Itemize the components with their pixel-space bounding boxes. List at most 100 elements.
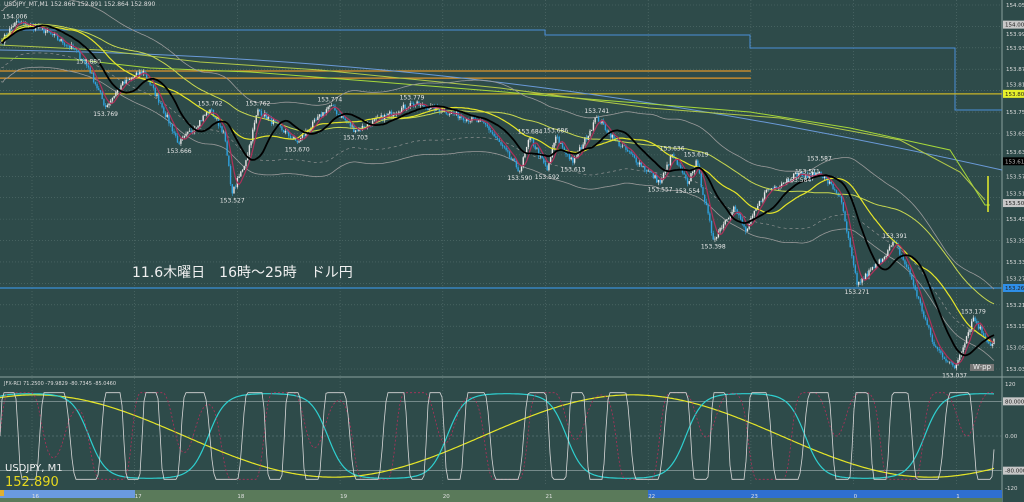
- candle-body: [149, 81, 151, 85]
- swing-price-label: 153.179: [961, 309, 986, 316]
- candle: [200, 120, 203, 122]
- candle: [700, 172, 702, 189]
- candle: [157, 92, 160, 106]
- candle-body: [281, 126, 283, 131]
- candle: [55, 33, 57, 37]
- candle: [156, 92, 158, 99]
- candle: [318, 114, 321, 119]
- price-marker-box: [1003, 283, 1024, 292]
- candle-body: [363, 125, 365, 128]
- candle-body: [457, 111, 459, 119]
- candle: [229, 164, 232, 187]
- candle: [356, 129, 358, 132]
- candle: [411, 101, 413, 104]
- candle-body: [941, 352, 944, 358]
- candle-body: [313, 119, 316, 122]
- candle: [166, 112, 168, 119]
- candle-body: [548, 163, 550, 171]
- candle: [519, 170, 521, 174]
- candle-body: [284, 130, 287, 133]
- candle: [957, 357, 959, 366]
- candle: [628, 150, 631, 154]
- candle-body: [784, 182, 786, 184]
- candle-body: [936, 347, 939, 350]
- candle-body: [75, 49, 78, 51]
- candle-body: [260, 110, 263, 116]
- candle-body: [312, 121, 314, 128]
- swing-price-label: 153.880: [76, 58, 101, 65]
- candle: [982, 331, 985, 338]
- candle: [409, 100, 411, 110]
- candle-body: [957, 360, 959, 365]
- candle-body: [602, 120, 605, 125]
- candle-body: [650, 172, 653, 173]
- price-marker-box: [1003, 157, 1024, 166]
- candle-body: [967, 332, 969, 337]
- candle-body: [216, 118, 218, 119]
- candle-body: [835, 190, 838, 194]
- candle-body: [103, 99, 105, 106]
- candle-body: [852, 256, 855, 266]
- candle-body: [58, 39, 61, 42]
- candle-body: [223, 131, 225, 133]
- candle-body: [688, 181, 690, 184]
- price-tick-label: 153.695: [1006, 131, 1024, 137]
- candle: [495, 133, 497, 139]
- price-marker-box: [1003, 20, 1024, 29]
- candle: [111, 97, 114, 104]
- candle: [152, 84, 155, 90]
- candle-body: [758, 201, 761, 206]
- candle-body: [633, 155, 636, 158]
- candle: [767, 188, 769, 192]
- candle: [404, 104, 406, 110]
- candle-body: [859, 281, 862, 283]
- price-tick-label: 153.155: [1006, 324, 1024, 330]
- candle: [234, 184, 237, 190]
- candle: [332, 104, 334, 107]
- candle: [991, 342, 993, 349]
- candle: [784, 182, 786, 184]
- lower-band-inner: [1, 52, 995, 347]
- candle-body: [43, 27, 45, 33]
- candle-body: [428, 108, 430, 110]
- candle-body: [466, 118, 468, 121]
- candle: [202, 114, 204, 122]
- candle: [387, 113, 389, 116]
- session-highlight: [0, 490, 135, 498]
- candle-body: [50, 32, 52, 34]
- candle-body: [525, 147, 528, 153]
- candle-body: [724, 220, 726, 225]
- candle-body: [159, 102, 162, 104]
- candle: [104, 103, 107, 109]
- candle-body: [240, 171, 242, 177]
- candle-body: [916, 289, 918, 297]
- candle-body: [914, 285, 916, 290]
- candle-body: [483, 121, 485, 123]
- candle: [327, 105, 329, 112]
- candle: [115, 90, 117, 98]
- ma-black: [1, 24, 995, 357]
- candle: [448, 113, 451, 117]
- candle-body: [626, 149, 629, 152]
- candle: [245, 159, 247, 168]
- candle-body: [683, 172, 685, 175]
- candle-body: [652, 172, 655, 178]
- step-trend-line: [0, 44, 986, 201]
- candle: [852, 255, 855, 268]
- candle: [260, 108, 263, 118]
- candle-body: [856, 272, 858, 285]
- candle-body: [685, 174, 687, 179]
- swing-price-label: 153.779: [400, 94, 425, 101]
- candle-body: [738, 213, 740, 216]
- candle-body: [264, 112, 266, 117]
- candle-body: [965, 336, 968, 344]
- candle: [890, 245, 892, 248]
- chart-title: USDJPY_MT,M1 152.866 152.891 152.864 152…: [4, 1, 156, 8]
- candle-body: [686, 178, 689, 184]
- candle-body: [760, 201, 762, 202]
- candle-body: [68, 45, 71, 48]
- candle: [762, 197, 764, 204]
- candle: [981, 325, 983, 336]
